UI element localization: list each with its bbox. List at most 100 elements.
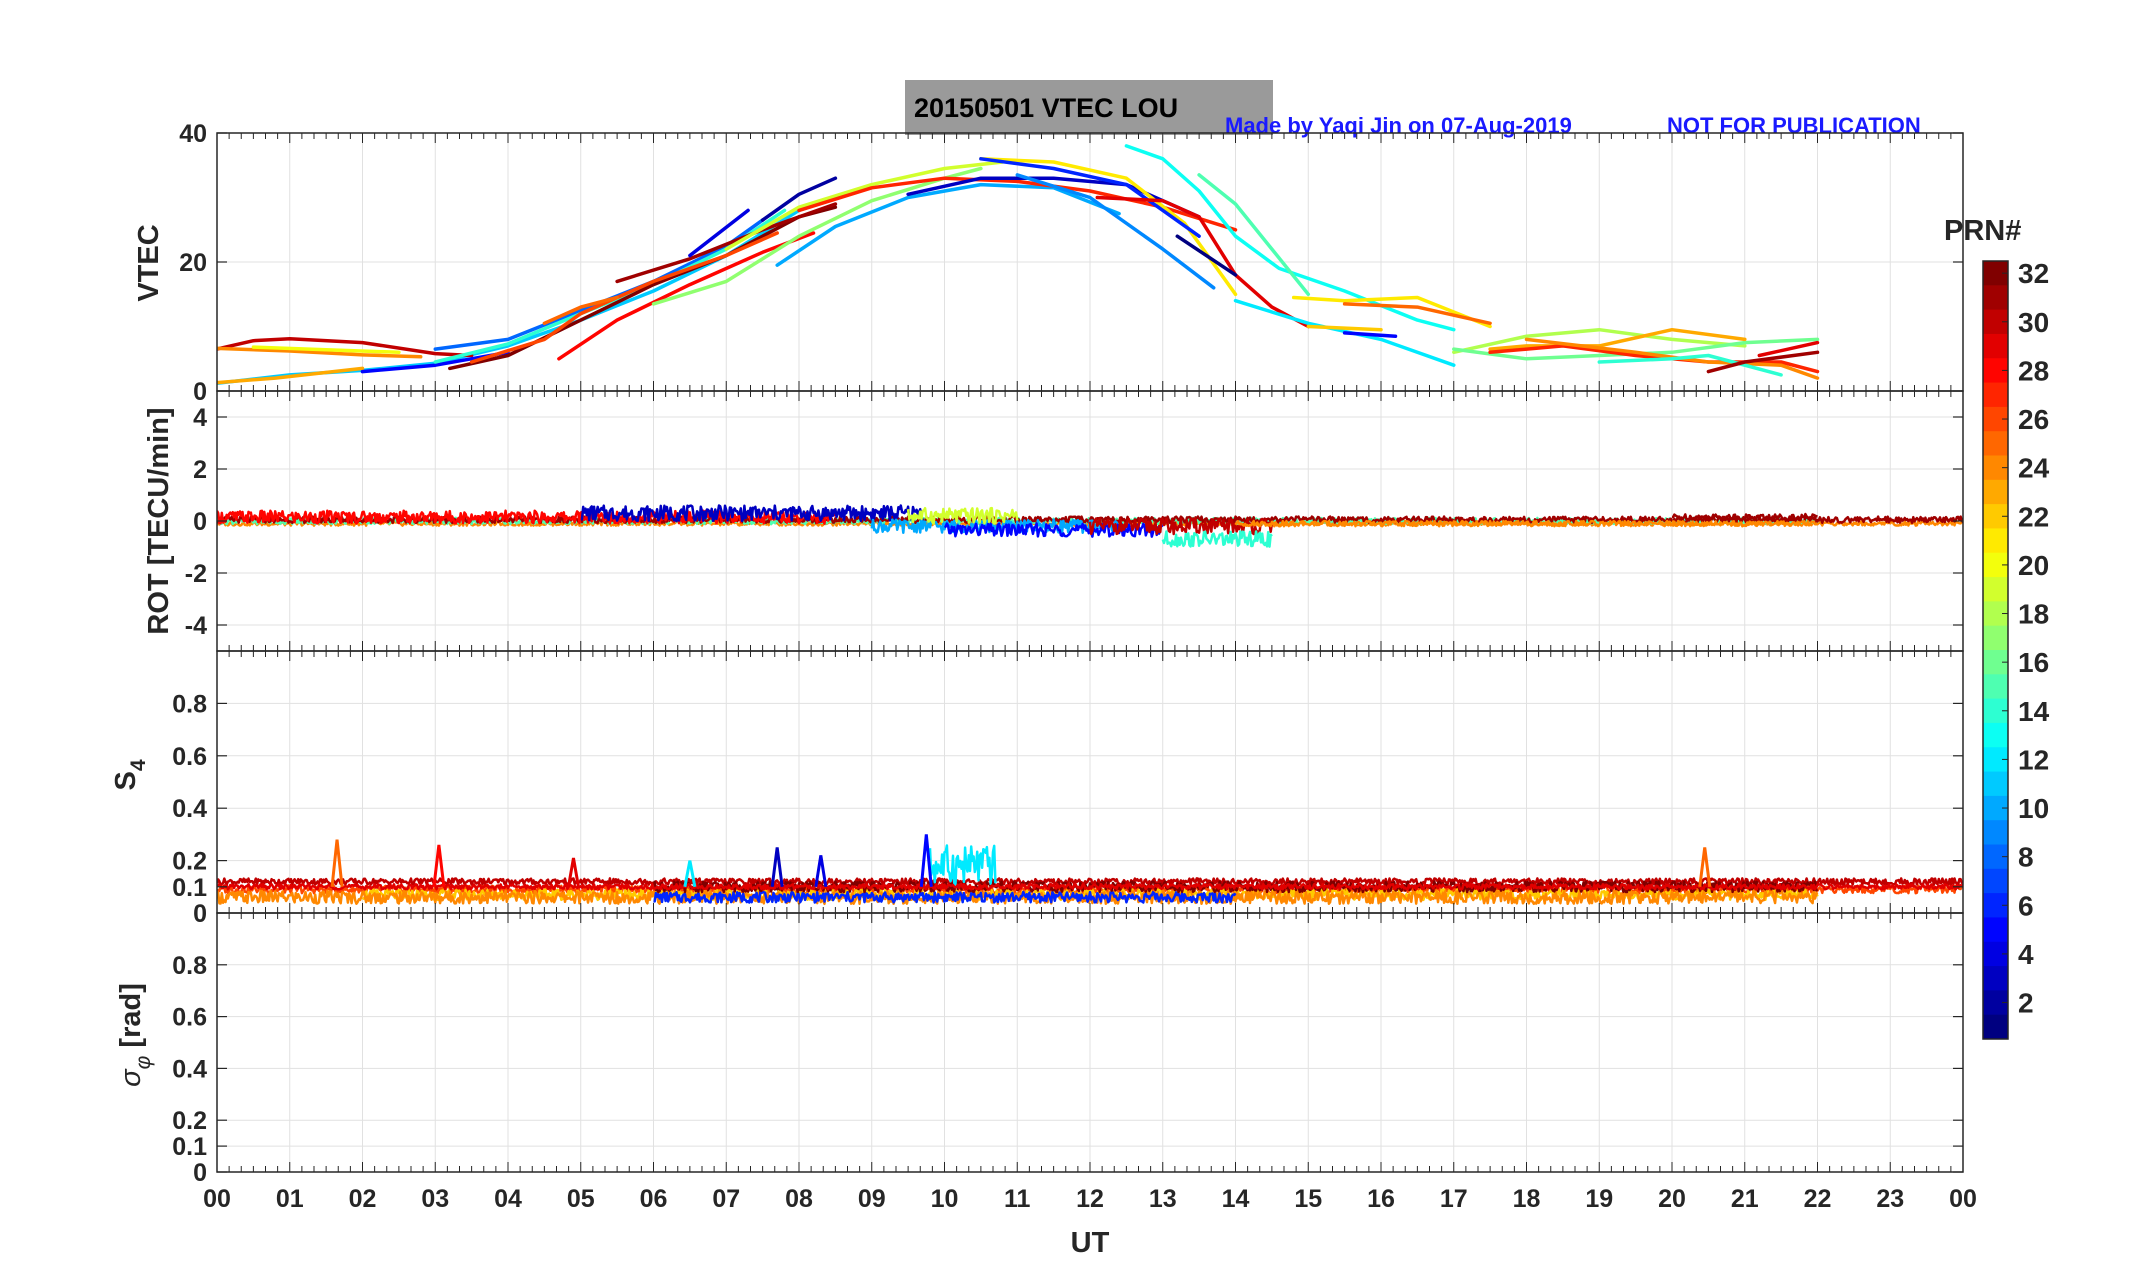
vtec-series-prn-14	[1597, 353, 1783, 377]
colorbar-frame	[1982, 260, 2009, 1040]
colorbar-segment	[1983, 285, 2008, 311]
colorbar-segment	[1983, 868, 2008, 894]
rot-data	[217, 504, 1963, 548]
x-tick-label: 23	[1876, 1185, 1904, 1213]
x-tick-label: 15	[1294, 1185, 1322, 1213]
svg-text:σφ [rad]: σφ [rad]	[115, 983, 155, 1087]
rot-y-tick-label: 2	[193, 456, 207, 484]
s4-spike-prn-5	[919, 834, 933, 887]
rot-trace-prn-3	[580, 504, 924, 523]
s4-trace-prn-29	[217, 882, 1963, 891]
s4-spike-prn-4	[814, 855, 828, 888]
colorbar-label: PRN#	[1944, 215, 2021, 247]
s4-trace-prn-30	[217, 877, 1963, 886]
colorbar-tick-label: 12	[2018, 744, 2049, 775]
vtec-series-prn-31	[615, 202, 838, 284]
colorbar-segment	[1983, 625, 2008, 651]
colorbar-tick-label: 32	[2018, 258, 2049, 289]
colorbar-tick-label: 6	[2018, 890, 2034, 921]
vtec-series-prn-23	[217, 366, 365, 385]
vtec-series-prn-15	[1197, 173, 1311, 297]
rot-trace-prn-31	[1671, 512, 1818, 522]
vtec-data	[217, 144, 1820, 386]
s4-data	[217, 834, 1963, 906]
colorbar-segment	[1983, 479, 2008, 505]
rot-y-tick-label: -2	[185, 560, 207, 588]
credit-text: Made by Yaqi Jin on 07-Aug-2019	[1225, 113, 1572, 138]
s4-y-tick-label: 0.8	[172, 690, 207, 718]
colorbar-segment	[1983, 674, 2008, 700]
s4-y-tick-label: 0	[193, 900, 207, 928]
vtec-series-prn-19	[724, 160, 1005, 251]
sigma_phi-y-tick-label: 0.4	[172, 1055, 207, 1083]
colorbar-segment	[1983, 382, 2008, 408]
sigma-phi-panel: 00.10.2 0.4 0.6 0.8	[172, 912, 1964, 1187]
s4-spike-prn-12	[683, 860, 697, 888]
colorbar-tick-label: 16	[2018, 647, 2049, 678]
vtec-y-tick-label: 20	[179, 249, 207, 277]
x-tick-label: 02	[349, 1185, 377, 1213]
x-tick-label: 22	[1804, 1185, 1832, 1213]
s4-trace-prn-32	[652, 880, 1819, 894]
vtec-series-prn-29	[1757, 340, 1820, 358]
colorbar-tick-label: 4	[2018, 939, 2034, 970]
vtec-series-prn-9	[1015, 173, 1216, 290]
vtec-series-prn-18	[1452, 327, 1747, 355]
vtec-y-tick-label: 0	[193, 378, 207, 406]
s4-spike-prn-25	[1698, 847, 1712, 887]
s4-spike-prn-29	[566, 857, 580, 888]
x-tick-label: 01	[276, 1185, 304, 1213]
vtec-series-prn-25	[1342, 302, 1492, 326]
vtec-series-prn-23	[1488, 327, 1747, 351]
vtec-series-prn-25	[542, 295, 619, 326]
rot-panel: -4 -2 0 2 4	[185, 390, 1964, 652]
rot-trace-prn-14	[1161, 530, 1273, 548]
vtec-series-prn-24	[217, 346, 423, 359]
not-for-publication-text: NOT FOR PUBLICATION	[1667, 113, 1921, 138]
x-tick-label: 13	[1149, 1185, 1177, 1213]
x-tick-label: 18	[1513, 1185, 1541, 1213]
rot-axis-label: ROT [TECU/min]	[143, 407, 175, 634]
colorbar-tick-label: 26	[2018, 404, 2049, 435]
colorbar-segment	[1983, 528, 2008, 554]
colorbar-tick-label: 20	[2018, 550, 2049, 581]
vtec-series-prn-5	[1342, 331, 1398, 338]
s4-y-tick-label: 0.4	[172, 795, 207, 823]
s4-y-tick-label: 0.6	[172, 743, 207, 771]
x-tick-label: 20	[1658, 1185, 1686, 1213]
vtec-series-prn-21	[1291, 295, 1492, 329]
x-tick-label: 03	[421, 1185, 449, 1213]
rot-y-tick-label: -4	[185, 612, 207, 640]
colorbar-segment	[1983, 966, 2008, 991]
sigma_phi-y-tick-label: 0	[193, 1159, 207, 1187]
svg-text:S4: S4	[110, 759, 150, 790]
colorbar-tick-label: 28	[2018, 355, 2049, 386]
x-tick-label: 00	[1949, 1185, 1977, 1213]
s4-y-tick-label: 0.1	[172, 874, 207, 902]
colorbar-segment	[1983, 333, 2008, 359]
colorbar-tick-label: 18	[2018, 599, 2049, 630]
vtec-series-prn-11	[217, 200, 823, 386]
s4-trace-prn-24	[217, 889, 1819, 906]
s4-y-tick-label: 0.2	[172, 848, 207, 876]
vtec-series-prn-6	[979, 157, 1201, 238]
sigma_phi-y-tick-label: 0.2	[172, 1107, 207, 1135]
x-tick-label: 14	[1222, 1185, 1250, 1213]
colorbar-tick-label: 30	[2018, 307, 2049, 338]
x-tick-label: 06	[640, 1185, 668, 1213]
rot-y-tick-label: 4	[193, 404, 207, 432]
x-tick-label: 00	[203, 1185, 231, 1213]
x-tick-label: 05	[567, 1185, 595, 1213]
colorbar-segment	[1983, 820, 2008, 845]
sigma-phi-axis-label: σφ [rad]	[115, 983, 155, 1087]
colorbar-tick-label: 10	[2018, 793, 2049, 824]
vtec-series-prn-10	[775, 182, 1121, 267]
colorbar-tick-label: 2	[2018, 988, 2034, 1019]
vtec-series-prn-31	[1706, 350, 1820, 374]
s4-spike-prn-3	[770, 847, 784, 887]
vtec-series-prn-4	[688, 208, 750, 258]
sigma_phi-y-tick-label: 0.6	[172, 1004, 207, 1032]
x-tick-label: 04	[494, 1185, 522, 1213]
